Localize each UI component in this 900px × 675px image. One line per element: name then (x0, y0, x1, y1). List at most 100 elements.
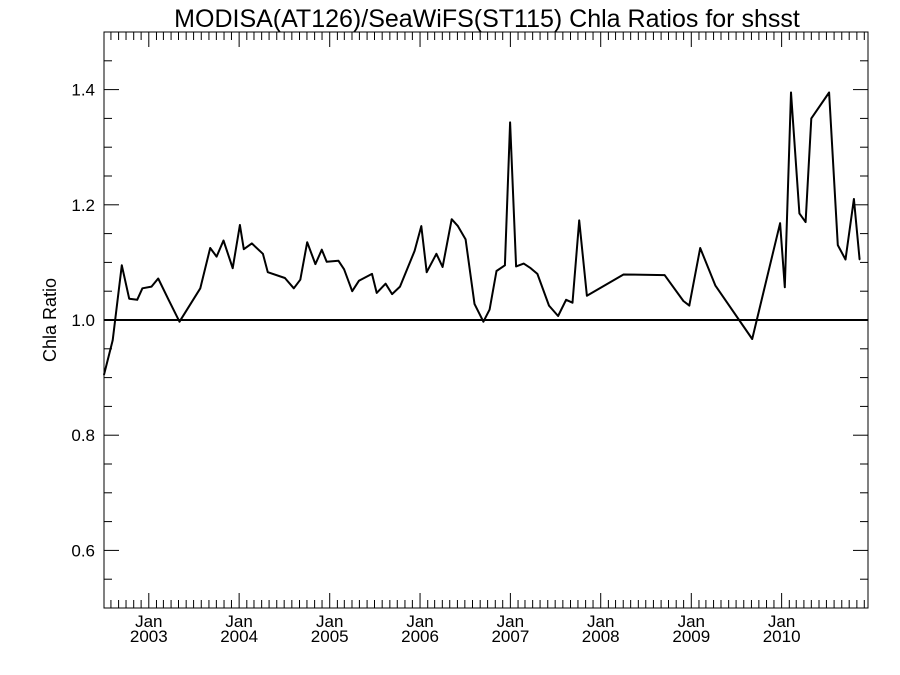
data-point (337, 259, 340, 262)
data-point (167, 299, 170, 301)
data-point (157, 277, 160, 280)
data-point (425, 271, 428, 273)
data-point (682, 300, 685, 302)
data-point (413, 250, 416, 252)
data-point (495, 270, 498, 272)
data-point (141, 287, 144, 290)
data-point (488, 308, 491, 311)
x-tick-label-month: Jan (225, 612, 252, 631)
x-tick-label-month: Jan (316, 612, 343, 631)
data-point (858, 258, 861, 261)
x-tick-label-month: Jan (135, 612, 162, 631)
x-tick-label-year: 2006 (401, 627, 439, 646)
data-point (509, 121, 511, 124)
data-point (586, 295, 588, 297)
data-point (320, 248, 323, 251)
data-point (222, 239, 225, 242)
x-tick-label-month: Jan (497, 612, 524, 631)
data-point (384, 282, 387, 285)
data-point (804, 221, 807, 223)
y-tick-label: 0.8 (71, 426, 95, 445)
data-point (209, 247, 211, 249)
x-tick-label-month: Jan (587, 612, 614, 631)
x-tick-label-year: 2005 (311, 627, 349, 646)
data-point (837, 244, 839, 246)
data-point (199, 287, 202, 290)
data-point (178, 320, 181, 323)
data-point (464, 238, 467, 241)
x-tick-label-month: Jan (678, 612, 705, 631)
chart-title: MODISA(AT126)/SeaWiFS(ST115) Chla Ratios… (174, 5, 800, 33)
data-point (262, 252, 264, 255)
data-point (375, 292, 378, 294)
data-point (420, 225, 423, 227)
data-point (784, 286, 786, 288)
data-point (441, 266, 444, 268)
x-tick-label-year: 2004 (220, 627, 258, 646)
x-tick-label-year: 2003 (130, 627, 168, 646)
series-layer (103, 91, 861, 376)
data-point (371, 273, 373, 275)
data-point (536, 273, 539, 275)
data-point (779, 222, 781, 225)
data-point (325, 261, 328, 263)
y-tick-label: 0.6 (71, 541, 95, 560)
data-point (699, 247, 702, 249)
data-point (529, 267, 532, 269)
data-point (306, 241, 308, 244)
x-tick-label-month: Jan (768, 612, 795, 631)
data-point (828, 91, 830, 94)
data-point (714, 284, 717, 287)
data-point (250, 242, 253, 245)
x-axis: Jan2003Jan2004Jan2005Jan2006Jan2007Jan20… (110, 32, 865, 646)
data-point (343, 268, 345, 271)
data-point (482, 320, 485, 323)
data-point (515, 265, 517, 268)
data-point (293, 287, 295, 290)
data-point (121, 264, 123, 267)
data-point (844, 258, 847, 261)
y-tick-label: 1.4 (71, 81, 95, 100)
y-axis-label: Chla Ratio (40, 278, 60, 362)
data-point (111, 339, 114, 341)
x-tick-label-year: 2009 (672, 627, 710, 646)
data-point (136, 299, 138, 301)
data-point (231, 267, 234, 269)
data-point (622, 273, 625, 276)
data-point (314, 263, 317, 265)
data-point (450, 218, 453, 220)
data-point (267, 271, 269, 273)
data-point (358, 280, 360, 282)
series-line (103, 91, 861, 375)
data-point (215, 255, 218, 258)
data-point (399, 285, 401, 288)
data-point (548, 304, 550, 307)
data-point (473, 303, 476, 305)
data-point (435, 252, 438, 255)
y-tick-label: 1.2 (71, 196, 95, 215)
data-point (557, 315, 559, 317)
data-point (798, 212, 801, 215)
data-point (351, 290, 354, 293)
data-point (457, 225, 459, 227)
data-point (128, 297, 131, 300)
x-tick-label-year: 2007 (491, 627, 529, 646)
x-tick-label-year: 2010 (763, 627, 801, 646)
data-point (790, 91, 792, 94)
data-point (522, 262, 525, 265)
data-point (299, 278, 302, 281)
data-point (565, 299, 567, 301)
data-point (103, 373, 105, 376)
y-tick-label: 1.0 (71, 311, 95, 330)
data-point (751, 338, 753, 340)
data-point (663, 274, 666, 276)
data-point (853, 198, 855, 200)
data-point (810, 117, 813, 120)
data-point (284, 277, 286, 279)
data-point (571, 301, 574, 304)
x-tick-label-year: 2008 (582, 627, 620, 646)
data-point (391, 293, 393, 295)
data-point (150, 285, 153, 288)
x-tick-label-month: Jan (406, 612, 433, 631)
